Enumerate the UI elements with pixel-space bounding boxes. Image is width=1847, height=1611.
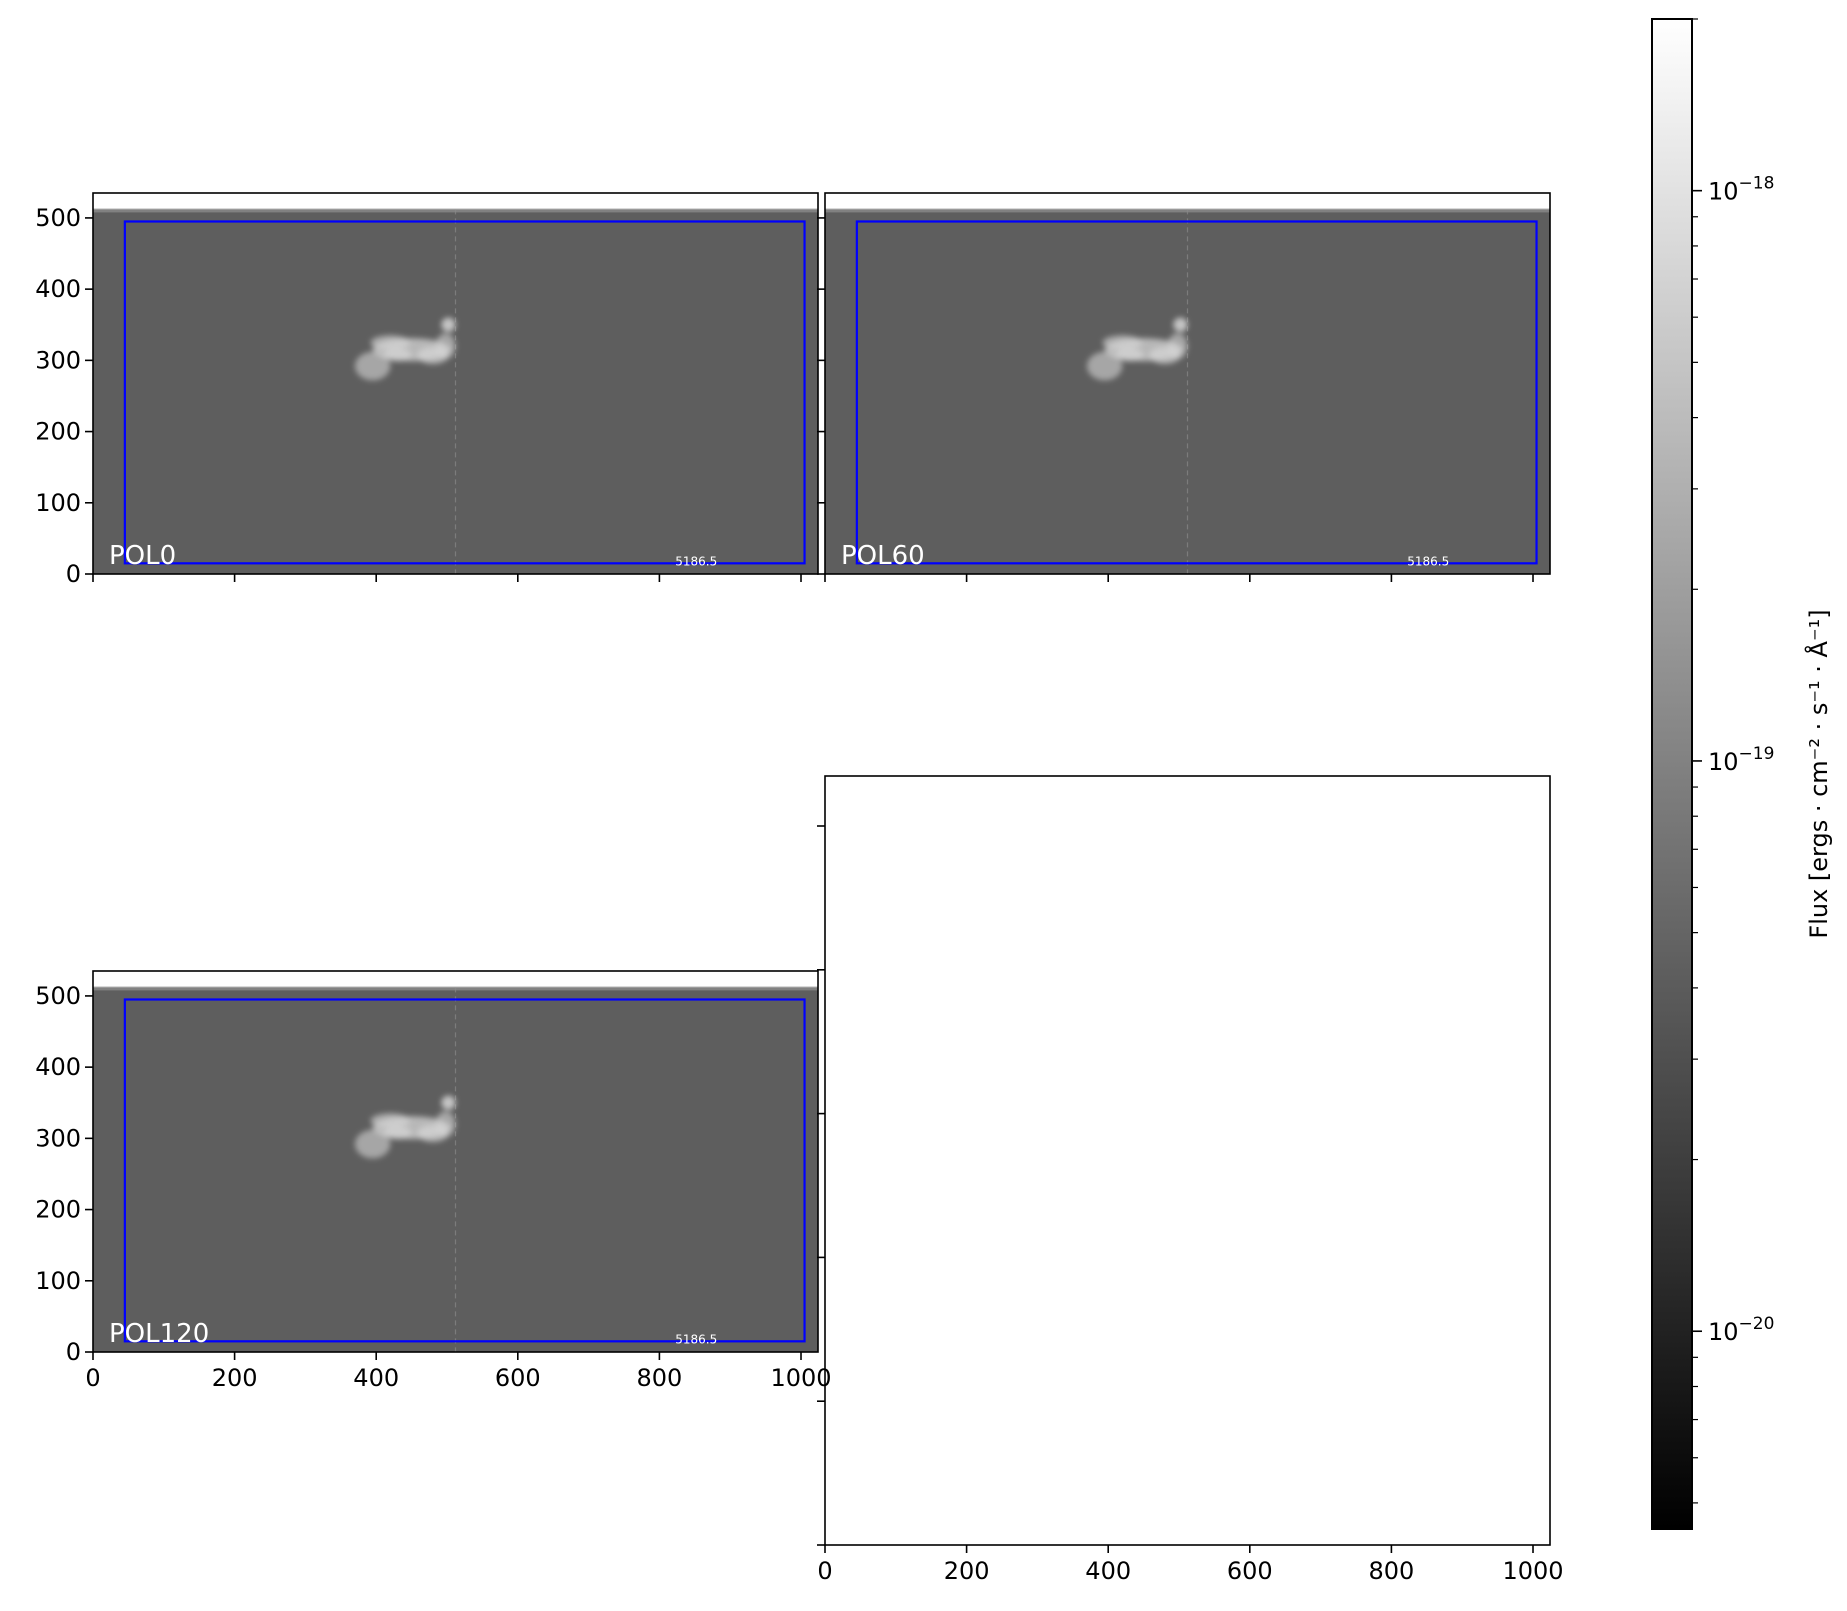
source-blob-part xyxy=(354,351,391,381)
x-tick-label: 800 xyxy=(637,1364,683,1392)
x-tick-label: 0 xyxy=(85,1364,100,1392)
x-tick-label: 800 xyxy=(1369,1557,1415,1585)
y-tick-label: 400 xyxy=(35,1053,81,1081)
source-blob xyxy=(354,317,456,381)
panel-label: POL60 xyxy=(841,541,925,571)
y-tick-label: 200 xyxy=(35,1196,81,1224)
selection-box xyxy=(855,220,1538,565)
colorbar-label: Flux [ergs · cm⁻² · s⁻¹ · Å⁻¹] xyxy=(1804,609,1833,938)
colorbar-tick-label: 10−19 xyxy=(1708,744,1774,776)
y-tick-label: 0 xyxy=(66,560,81,588)
axes-frame xyxy=(824,775,1551,1546)
source-blob xyxy=(354,1095,456,1159)
source-blob-part xyxy=(383,1126,412,1140)
colorbar-tick-label: 10−20 xyxy=(1708,1314,1774,1346)
image-layer: 5186.5 POL60 xyxy=(825,208,1550,574)
axes-frame xyxy=(92,192,819,575)
source-blob-part xyxy=(435,1111,456,1137)
axes-frame xyxy=(824,192,1551,575)
y-tick-label: 0 xyxy=(66,1338,81,1366)
wavelength-annotation: 5186.5 xyxy=(675,1332,717,1346)
y-tick-label: 300 xyxy=(35,1124,81,1152)
panel-empty: 0 200 400 600 800 1000 xyxy=(817,775,1564,1585)
y-tick-label: 400 xyxy=(35,275,81,303)
y-tick-label: 200 xyxy=(35,418,81,446)
source-blob-part xyxy=(1167,333,1188,359)
x-tick-label: 200 xyxy=(212,1364,258,1392)
source-blob-part xyxy=(441,1095,456,1110)
y-tick-label: 500 xyxy=(35,982,81,1010)
x-tick-label: 0 xyxy=(817,1557,832,1585)
x-tick-label: 600 xyxy=(1227,1557,1273,1585)
source-blob-part xyxy=(1173,317,1188,332)
x-tick-label: 1000 xyxy=(770,1364,831,1392)
source-blob-part xyxy=(370,335,411,350)
x-tick-label: 400 xyxy=(353,1364,399,1392)
source-blob-part xyxy=(1086,351,1123,381)
x-tick-label: 400 xyxy=(1085,1557,1131,1585)
source-blob-part xyxy=(1115,348,1144,362)
axes-frame xyxy=(92,970,819,1353)
source-blob-part xyxy=(435,333,456,359)
source-blob-part xyxy=(1102,335,1143,350)
panel-label: POL0 xyxy=(109,541,176,571)
x-tick-label: 200 xyxy=(944,1557,990,1585)
source-blob-part xyxy=(370,1113,411,1128)
source-blob-part xyxy=(354,1129,391,1159)
y-tick-label: 300 xyxy=(35,346,81,374)
panel-pol60: 5186.5 POL60 xyxy=(817,192,1551,582)
colorbar-ticks: 10−20 10−19 10−18 xyxy=(1692,18,1774,1504)
selection-box xyxy=(123,220,806,565)
colorbar-tick-label: 10−18 xyxy=(1708,174,1774,206)
x-tick-label: 1000 xyxy=(1502,1557,1563,1585)
wavelength-annotation: 5186.5 xyxy=(1407,554,1449,568)
x-tick-label: 600 xyxy=(495,1364,541,1392)
image-layer: 5186.5 POL0 xyxy=(93,208,818,574)
image-layer: 5186.5 POL120 xyxy=(93,986,818,1352)
y-tick-label: 100 xyxy=(35,1267,81,1295)
colorbar-gradient xyxy=(1651,18,1693,1530)
selection-box xyxy=(123,998,806,1343)
source-blob-part xyxy=(383,348,412,362)
wavelength-annotation: 5186.5 xyxy=(675,554,717,568)
y-tick-label: 100 xyxy=(35,489,81,517)
colorbar: 10−20 10−19 10−18 Flux [ergs · cm⁻² · s⁻¹ … xyxy=(1651,18,1833,1530)
y-tick-label: 500 xyxy=(35,204,81,232)
panel-pol0: 5186.5 POL0 0 100 200 300 400 500 xyxy=(35,192,819,588)
source-blob xyxy=(1086,317,1188,381)
source-blob-part xyxy=(441,317,456,332)
panel-label: POL120 xyxy=(109,1319,209,1349)
panel-pol120: 5186.5 POL120 0 200 400 600 800 1000 0 100 200 300 4… xyxy=(35,970,832,1392)
